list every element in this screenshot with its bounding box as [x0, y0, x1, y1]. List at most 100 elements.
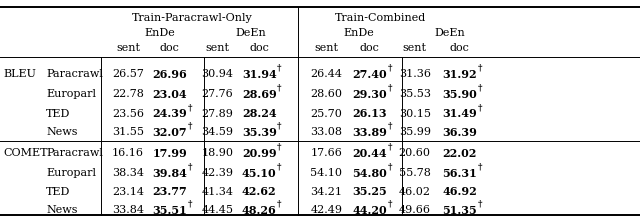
- Text: 28.60: 28.60: [310, 89, 342, 99]
- Text: 27.40: 27.40: [353, 69, 387, 80]
- Text: 55.78: 55.78: [399, 168, 431, 178]
- Text: 22.02: 22.02: [442, 148, 477, 159]
- Text: doc: doc: [360, 43, 380, 53]
- Text: †: †: [277, 83, 282, 93]
- Text: COMET: COMET: [4, 148, 49, 158]
- Text: 33.84: 33.84: [112, 205, 144, 215]
- Text: 26.13: 26.13: [353, 108, 387, 119]
- Text: †: †: [277, 64, 282, 73]
- Text: Train-Combined: Train-Combined: [335, 12, 426, 23]
- Text: TED: TED: [46, 109, 70, 119]
- Text: EnDe: EnDe: [144, 28, 175, 38]
- Text: 27.76: 27.76: [202, 89, 234, 99]
- Text: 26.96: 26.96: [152, 69, 187, 80]
- Text: 27.89: 27.89: [202, 109, 234, 119]
- Text: 17.66: 17.66: [310, 148, 342, 158]
- Text: †: †: [388, 122, 392, 131]
- Text: 31.55: 31.55: [112, 127, 144, 138]
- Text: doc: doc: [249, 43, 269, 53]
- Text: doc: doc: [449, 43, 470, 53]
- Text: †: †: [477, 83, 482, 93]
- Text: sent: sent: [403, 43, 427, 53]
- Text: 35.99: 35.99: [399, 127, 431, 138]
- Text: 20.44: 20.44: [353, 148, 387, 159]
- Text: 30.15: 30.15: [399, 109, 431, 119]
- Text: 51.35: 51.35: [442, 205, 477, 216]
- Text: 23.14: 23.14: [112, 187, 144, 197]
- Text: †: †: [388, 83, 392, 93]
- Text: 17.99: 17.99: [152, 148, 187, 159]
- Text: 28.69: 28.69: [242, 89, 276, 100]
- Text: Paracrawl: Paracrawl: [46, 148, 103, 158]
- Text: †: †: [277, 122, 282, 131]
- Text: 41.34: 41.34: [202, 187, 234, 197]
- Text: 32.07: 32.07: [152, 127, 187, 138]
- Text: †: †: [388, 200, 392, 209]
- Text: doc: doc: [159, 43, 180, 53]
- Text: 16.16: 16.16: [112, 148, 144, 158]
- Text: 35.39: 35.39: [242, 127, 276, 138]
- Text: sent: sent: [314, 43, 339, 53]
- Text: †: †: [188, 103, 192, 112]
- Text: 20.99: 20.99: [242, 148, 276, 159]
- Text: 29.30: 29.30: [353, 89, 387, 100]
- Text: 18.90: 18.90: [202, 148, 234, 158]
- Text: 33.08: 33.08: [310, 127, 342, 138]
- Text: 35.51: 35.51: [152, 205, 187, 216]
- Text: 44.45: 44.45: [202, 205, 234, 215]
- Text: †: †: [388, 143, 392, 152]
- Text: 25.70: 25.70: [310, 109, 342, 119]
- Text: 42.62: 42.62: [242, 186, 276, 197]
- Text: †: †: [188, 200, 192, 209]
- Text: 23.04: 23.04: [152, 89, 187, 100]
- Text: †: †: [277, 143, 282, 152]
- Text: News: News: [46, 127, 77, 138]
- Text: sent: sent: [116, 43, 140, 53]
- Text: 31.36: 31.36: [399, 69, 431, 79]
- Text: 31.49: 31.49: [442, 108, 477, 119]
- Text: 31.92: 31.92: [442, 69, 477, 80]
- Text: Train-Paracrawl-Only: Train-Paracrawl-Only: [132, 12, 252, 23]
- Text: sent: sent: [205, 43, 230, 53]
- Text: 54.80: 54.80: [353, 168, 387, 178]
- Text: †: †: [277, 200, 282, 209]
- Text: 44.20: 44.20: [353, 205, 387, 216]
- Text: 33.89: 33.89: [353, 127, 387, 138]
- Text: 42.49: 42.49: [310, 205, 342, 215]
- Text: TED: TED: [46, 187, 70, 197]
- Text: 46.92: 46.92: [442, 186, 477, 197]
- Text: 35.25: 35.25: [353, 186, 387, 197]
- Text: 28.24: 28.24: [242, 108, 276, 119]
- Text: 26.57: 26.57: [112, 69, 144, 79]
- Text: DeEn: DeEn: [434, 28, 465, 38]
- Text: 23.56: 23.56: [112, 109, 144, 119]
- Text: 45.10: 45.10: [242, 168, 276, 178]
- Text: 20.60: 20.60: [399, 148, 431, 158]
- Text: 42.39: 42.39: [202, 168, 234, 178]
- Text: 24.39: 24.39: [152, 108, 187, 119]
- Text: 34.59: 34.59: [202, 127, 234, 138]
- Text: 35.53: 35.53: [399, 89, 431, 99]
- Text: 36.39: 36.39: [442, 127, 477, 138]
- Text: 26.44: 26.44: [310, 69, 342, 79]
- Text: 30.94: 30.94: [202, 69, 234, 79]
- Text: †: †: [388, 64, 392, 73]
- Text: 46.02: 46.02: [399, 187, 431, 197]
- Text: †: †: [388, 162, 392, 171]
- Text: †: †: [277, 162, 282, 171]
- Text: 38.34: 38.34: [112, 168, 144, 178]
- Text: 56.31: 56.31: [442, 168, 477, 178]
- Text: DeEn: DeEn: [236, 28, 266, 38]
- Text: 22.78: 22.78: [112, 89, 144, 99]
- Text: Paracrawl: Paracrawl: [46, 69, 103, 79]
- Text: 35.90: 35.90: [442, 89, 477, 100]
- Text: †: †: [477, 162, 482, 171]
- Text: 54.10: 54.10: [310, 168, 342, 178]
- Text: †: †: [188, 122, 192, 131]
- Text: 39.84: 39.84: [152, 168, 187, 178]
- Text: Europarl: Europarl: [46, 89, 96, 99]
- Text: †: †: [477, 103, 482, 112]
- Text: 49.66: 49.66: [399, 205, 431, 215]
- Text: News: News: [46, 205, 77, 215]
- Text: †: †: [477, 200, 482, 209]
